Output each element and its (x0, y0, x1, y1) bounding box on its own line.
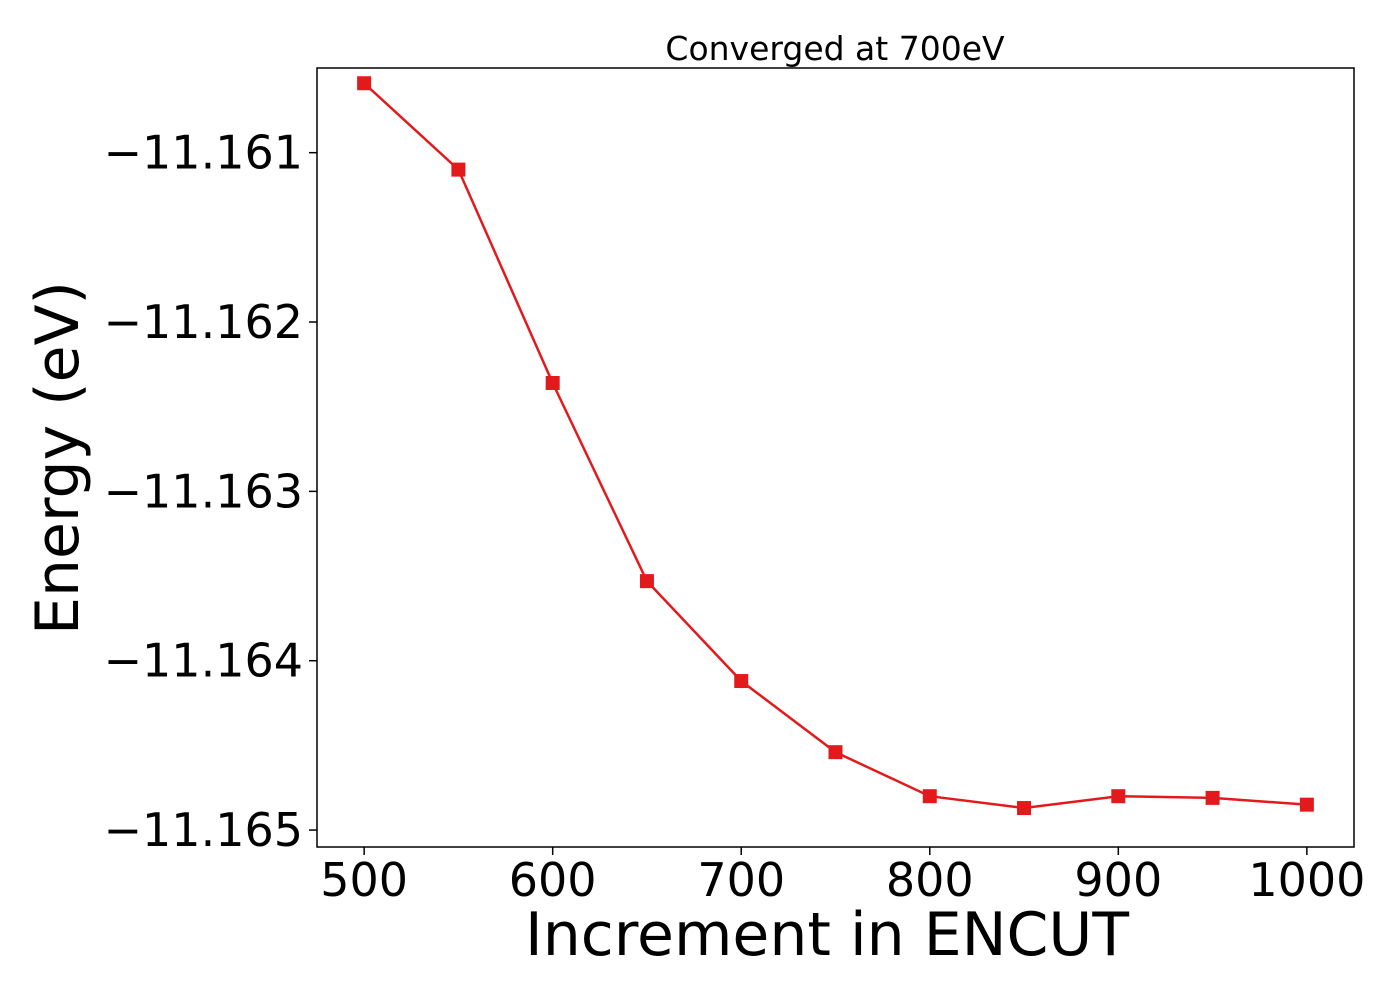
plot-area (357, 76, 1314, 816)
x-tick-label-4: 900 (1074, 853, 1162, 907)
x-tick-label-5: 1000 (1248, 853, 1365, 907)
data-point-0-5 (828, 745, 843, 760)
x-tick-label-3: 800 (886, 853, 974, 907)
data-point-0-1 (451, 162, 466, 177)
y-tick-label-2: −11.163 (104, 464, 304, 518)
y-axis: −11.161 −11.162 −11.163 −11.164 −11.165 (104, 126, 317, 857)
y-tick-label-3: −11.164 (104, 634, 304, 688)
data-point-0-7 (1017, 801, 1032, 816)
data-point-0-10 (1299, 797, 1314, 812)
y-tick-label-0: −11.161 (104, 126, 304, 180)
x-tick-label-0: 500 (320, 853, 408, 907)
series-line-0 (363, 82, 1307, 810)
data-point-0-9 (1205, 790, 1220, 805)
plot-frame (316, 67, 1355, 848)
data-point-0-4 (734, 674, 749, 689)
chart-title: Converged at 700eV (665, 29, 1005, 68)
x-tick-label-1: 600 (509, 853, 597, 907)
y-tick-label-4: −11.165 (104, 803, 304, 857)
x-tick-label-2: 700 (697, 853, 785, 907)
data-point-0-6 (922, 789, 937, 804)
data-point-0-3 (639, 574, 654, 589)
data-point-0-8 (1111, 789, 1126, 804)
data-point-0-0 (357, 76, 372, 91)
data-point-0-2 (545, 375, 560, 390)
x-axis-label: Increment in ENCUT (525, 900, 1129, 970)
y-tick-label-1: −11.162 (104, 295, 304, 349)
x-axis: 500 600 700 800 900 1000 (320, 847, 1365, 907)
y-axis-label: Energy (eV) (23, 281, 93, 635)
